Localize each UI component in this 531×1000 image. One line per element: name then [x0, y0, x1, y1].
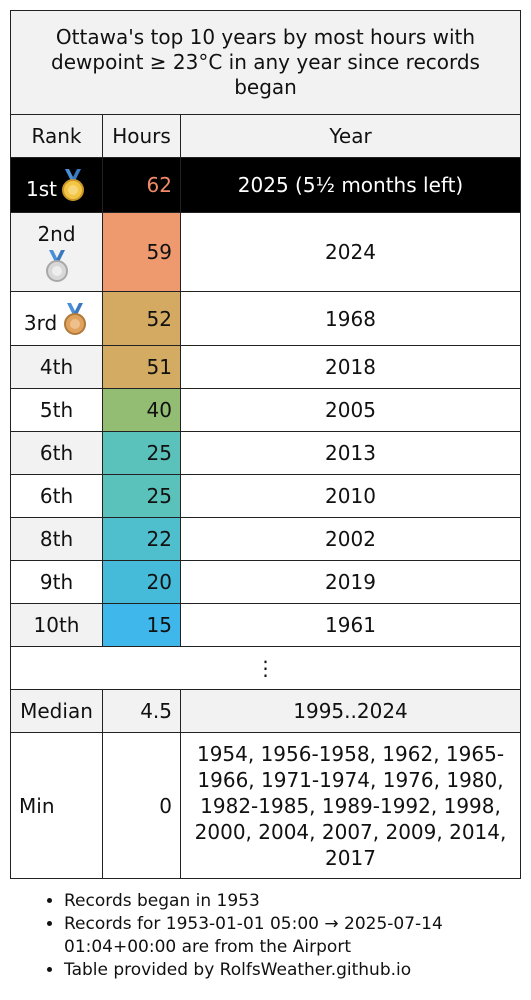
hours-cell: 59 — [102, 212, 181, 292]
year-cell: 2005 — [179, 388, 522, 432]
median-years: 1995..2024 — [179, 689, 522, 733]
year-cell: 1961 — [179, 603, 522, 647]
hours-cell: 40 — [102, 388, 181, 432]
hours-cell: 20 — [102, 560, 181, 604]
rank-cell: 1st — [10, 157, 103, 213]
table-row: 9th 20 2019 — [10, 560, 522, 604]
records-table: Ottawa's top 10 years by most hours with… — [9, 10, 522, 879]
median-hours: 4.5 — [102, 689, 181, 733]
min-row: Min 0 1954, 1956-1958, 1962, 1965-1966, … — [10, 732, 522, 879]
header-year: Year — [179, 114, 522, 158]
hours-cell: 62 — [102, 157, 181, 213]
note-item: Records began in 1953 — [64, 890, 484, 913]
rank-cell: 3rd — [10, 291, 103, 346]
rank-label: 2nd — [37, 222, 76, 246]
gold-medal-icon — [62, 169, 84, 201]
rank-cell: 6th — [10, 431, 103, 475]
hours-cell: 51 — [102, 345, 181, 389]
min-hours: 0 — [102, 732, 181, 879]
silver-medal-icon — [45, 250, 68, 282]
note-item: Records for 1953-01-01 05:00 → 2025-07-1… — [64, 913, 484, 959]
table-row: 10th 15 1961 — [10, 603, 522, 647]
rank-cell: 6th — [10, 474, 103, 518]
table-row: 6th 25 2013 — [10, 431, 522, 475]
rank-label: 3rd — [23, 310, 58, 335]
table-row: 4th 51 2018 — [10, 345, 522, 389]
median-row: Median 4.5 1995..2024 — [10, 689, 522, 733]
year-cell: 2002 — [179, 517, 522, 561]
table-title: Ottawa's top 10 years by most hours with… — [9, 10, 522, 115]
rank-cell: 9th — [10, 560, 103, 604]
year-cell: 2018 — [179, 345, 522, 389]
year-cell: 2013 — [179, 431, 522, 475]
rank-cell: 8th — [10, 517, 103, 561]
ellipsis-cell: ⋮ — [9, 646, 522, 690]
year-cell: 2019 — [179, 560, 522, 604]
table-row: 5th 40 2005 — [10, 388, 522, 432]
year-cell: 1968 — [179, 291, 522, 346]
header-rank: Rank — [10, 114, 103, 158]
bronze-medal-icon — [64, 302, 87, 335]
notes-list: Records began in 1953 Records for 1953-0… — [24, 890, 484, 982]
header-row: Rank Hours Year — [10, 114, 522, 158]
hours-cell: 52 — [102, 291, 181, 346]
min-years: 1954, 1956-1958, 1962, 1965-1966, 1971-1… — [179, 732, 522, 879]
ellipsis-row: ⋮ — [9, 646, 522, 690]
hours-cell: 25 — [102, 474, 181, 518]
min-label: Min — [10, 732, 103, 879]
title-row: Ottawa's top 10 years by most hours with… — [9, 10, 522, 115]
table-row: 3rd 52 1968 — [10, 291, 522, 346]
table-row: 8th 22 2002 — [10, 517, 522, 561]
rank-cell: 10th — [10, 603, 103, 647]
rank-label: 1st — [26, 177, 57, 201]
rank-cell: 5th — [10, 388, 103, 432]
year-cell: 2024 — [179, 212, 522, 292]
year-cell: 2010 — [179, 474, 522, 518]
median-label: Median — [10, 689, 103, 733]
year-cell: 2025 (5½ months left) — [179, 157, 522, 213]
table-row: 6th 25 2010 — [10, 474, 522, 518]
hours-cell: 25 — [102, 431, 181, 475]
hours-cell: 15 — [102, 603, 181, 647]
table-row: 1st 62 2025 (5½ months left) — [10, 157, 522, 213]
rank-cell: 4th — [10, 345, 103, 389]
table-row: 2nd 59 2024 — [10, 212, 522, 292]
rank-cell: 2nd — [10, 212, 103, 292]
hours-cell: 22 — [102, 517, 181, 561]
header-hours: Hours — [102, 114, 181, 158]
note-item: Table provided by RolfsWeather.github.io — [64, 959, 484, 982]
